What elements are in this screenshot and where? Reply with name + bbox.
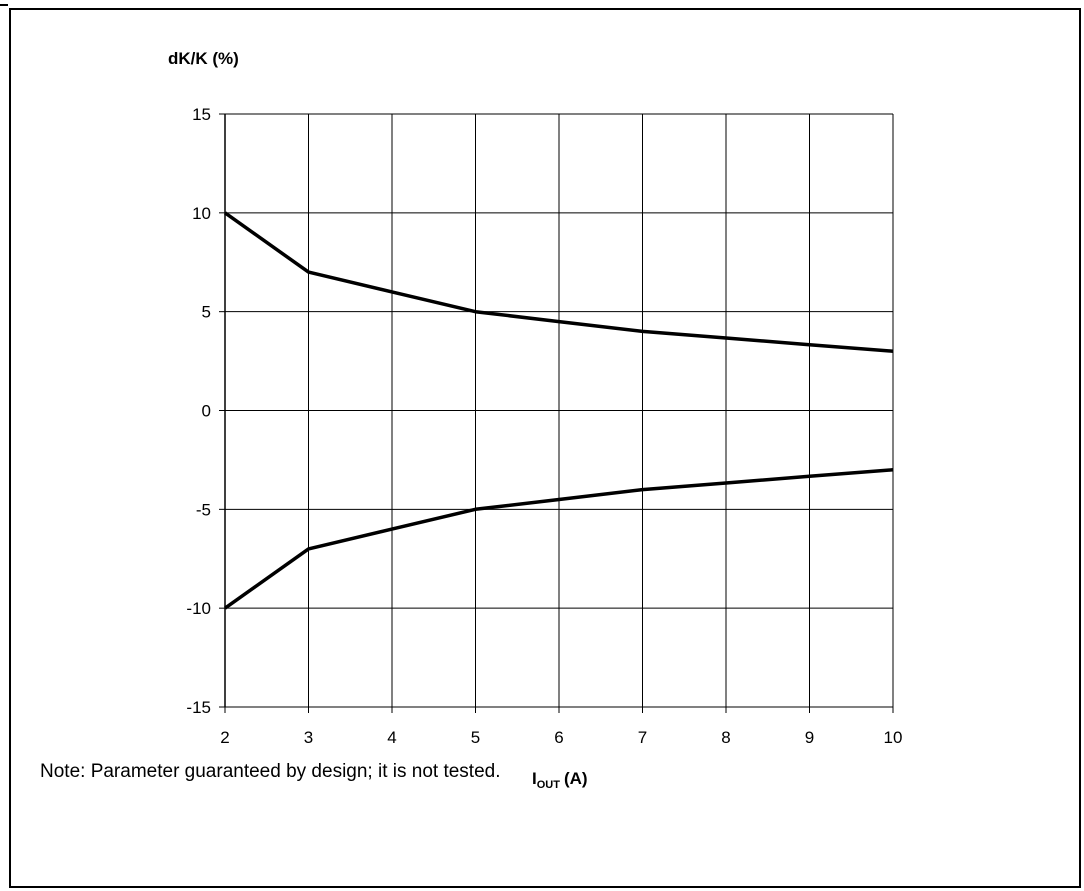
y-axis-label: dK/K (%) — [168, 49, 239, 68]
series-line-lower — [223, 468, 894, 610]
x-tick-label: 7 — [638, 728, 647, 747]
series-line-upper — [223, 211, 894, 353]
y-tick-label: 10 — [192, 204, 211, 223]
x-axis-label: IOUT (A) — [532, 769, 588, 791]
y-tick-label: 15 — [192, 105, 211, 124]
header-rule-fragment — [0, 0, 8, 6]
x-tick-labels: 2 3 4 5 6 7 8 9 10 — [220, 728, 902, 747]
x-axis-label-unit: (A) — [564, 769, 588, 788]
y-tick-labels: 15 10 5 0 -5 -10 -15 — [186, 105, 211, 717]
axes — [219, 113, 894, 713]
x-tick-label: 8 — [721, 728, 730, 747]
x-axis-label-subscript: OUT — [537, 779, 561, 791]
note-text: Note: Parameter guaranteed by design; it… — [40, 761, 501, 782]
y-tick-label: -15 — [186, 698, 211, 717]
y-tick-label: 0 — [202, 402, 211, 421]
x-tick-label: 2 — [220, 728, 229, 747]
y-tick-label: 5 — [202, 303, 211, 322]
x-tick-label: 4 — [387, 728, 396, 747]
series-lines — [223, 211, 894, 610]
y-tick-label: -10 — [186, 599, 211, 618]
grid-lines — [224, 113, 894, 708]
x-tick-label: 10 — [884, 728, 903, 747]
figure-frame — [9, 8, 1081, 888]
x-tick-label: 9 — [805, 728, 814, 747]
x-tick-label: 3 — [304, 728, 313, 747]
x-tick-label: 6 — [554, 728, 563, 747]
x-tick-label: 5 — [471, 728, 480, 747]
y-tick-label: -5 — [196, 500, 211, 519]
x-axis-label-main: I — [532, 769, 537, 788]
